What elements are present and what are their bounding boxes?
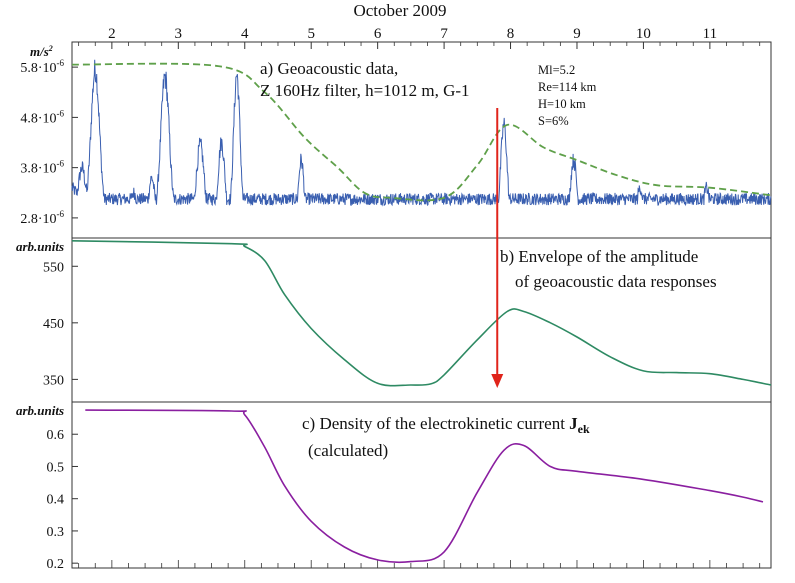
panel-c-series (85, 409, 764, 564)
y-tick-label: 0.5 (47, 460, 65, 475)
panel-a-unit-sup: 2 (48, 44, 53, 53)
panel-c-frame (71, 401, 772, 569)
panel-a-y-ticks: 5.8·10-6 4.8·10-6 3.8·10-6 2.8·10-6 (20, 58, 78, 227)
y-tick-label: 0.6 (47, 428, 65, 443)
panel-a-param-h: H=10 km (538, 97, 586, 111)
x-day-label: 4 (241, 26, 249, 42)
panel-c-title-line1: c) Density of the electrokinetic current… (302, 414, 590, 436)
panel-b: arb.units 550 450 350 b) Envelope of the a… (16, 239, 772, 388)
panel-b-series (71, 240, 772, 387)
x-day-label: 3 (175, 26, 183, 42)
panel-b-y-ticks: 550 450 350 (43, 260, 78, 388)
x-day-label: 10 (636, 26, 651, 42)
panel-a-unit: m/s2 (30, 44, 53, 59)
x-day-label: 5 (307, 26, 315, 42)
panel-b-title-line1: b) Envelope of the amplitude (500, 247, 698, 266)
x-axis-top: 2 3 4 5 6 7 8 9 10 11 (108, 26, 717, 49)
x-day-label: 6 (374, 26, 382, 42)
panel-a-title-line2: Z 160Hz filter, h=1012 m, G-1 (260, 81, 470, 100)
panel-a-param-re: Re=114 km (538, 80, 597, 94)
panel-c-title-line2: (calculated) (308, 441, 388, 460)
panel-c-series-line-0 (85, 409, 764, 564)
y-tick-label: 4.8·10-6 (20, 108, 64, 126)
panel-a-unit-text: m/s (30, 44, 49, 59)
panel-a-frame (71, 41, 772, 239)
y-tick-label: 0.3 (47, 525, 65, 540)
panel-a-title-line1: a) Geoacoustic data, (260, 59, 398, 78)
panel-b-unit: arb.units (16, 239, 64, 254)
panel-c-title-main: c) Density of the electrokinetic current (302, 414, 569, 433)
y-tick-label: 450 (43, 317, 64, 332)
panel-b-title-line2: of geoacoustic data responses (515, 272, 717, 291)
panel-frames (71, 41, 772, 569)
x-day-label: 7 (440, 26, 448, 42)
earthquake-marker (491, 108, 504, 388)
panel-a-param-ml: Ml=5.2 (538, 63, 575, 77)
panel-a-series-line-1 (71, 62, 772, 202)
y-tick-label: 0.4 (47, 493, 65, 508)
y-tick-label: 3.8·10-6 (20, 159, 64, 177)
panel-c: arb.units 0.6 0.5 0.4 0.3 0.2 c) Density of … (16, 403, 764, 572)
panel-a-signal-line (71, 59, 772, 207)
x-axis-bottom-ticks (78, 42, 761, 568)
y-tick-label: 350 (43, 373, 64, 388)
x-day-label: 9 (573, 26, 581, 42)
y-tick-label: 0.2 (47, 557, 65, 572)
x-day-label: 11 (703, 26, 717, 42)
panel-a-series (71, 59, 772, 207)
x-day-label: 8 (507, 26, 515, 42)
panel-c-y-ticks: 0.6 0.5 0.4 0.3 0.2 (47, 428, 78, 572)
panel-b-series-line-0 (71, 240, 772, 387)
y-tick-label: 550 (43, 260, 64, 275)
panel-c-title-symbol-sub: ek (578, 422, 590, 436)
panel-c-unit: arb.units (16, 403, 64, 418)
panel-c-title-symbol: J (569, 414, 578, 433)
y-tick-label: 2.8·10-6 (20, 209, 64, 227)
panel-a-param-s: S=6% (538, 114, 569, 128)
y-tick-label: 5.8·10-6 (20, 58, 64, 76)
figure-title: October 2009 (353, 1, 446, 20)
x-day-label: 2 (108, 26, 116, 42)
marker-arrowhead (491, 374, 504, 388)
panel-a: m/s2 5.8·10-6 4.8·10-6 3.8·10-6 2.8·10-6 a)… (20, 44, 772, 227)
